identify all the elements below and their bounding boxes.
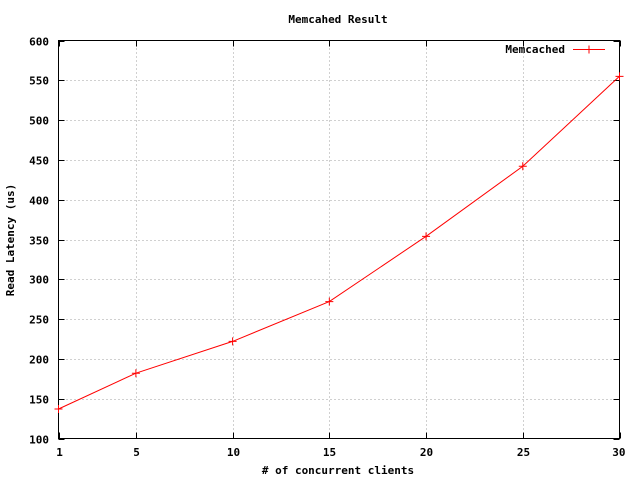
data-point bbox=[518, 162, 527, 171]
x-tick-label: 20 bbox=[420, 446, 433, 459]
legend-marker-memcached bbox=[585, 45, 593, 54]
y-tick-label: 500 bbox=[29, 115, 49, 128]
y-tick-label: 400 bbox=[29, 195, 49, 208]
y-axis-label: Read Latency (us) bbox=[4, 184, 17, 297]
grid bbox=[58, 40, 620, 439]
data-point bbox=[325, 297, 334, 306]
y-tick-label: 200 bbox=[29, 354, 49, 367]
x-tick-label: 10 bbox=[227, 446, 240, 459]
legend: Memcached bbox=[505, 43, 605, 56]
data-point bbox=[422, 232, 431, 241]
data-point bbox=[54, 405, 63, 414]
x-tick-label: 25 bbox=[517, 446, 530, 459]
data-point bbox=[615, 72, 624, 81]
x-tick-label: 15 bbox=[323, 446, 336, 459]
y-tick-label: 600 bbox=[29, 36, 49, 49]
x-axis-label: # of concurrent clients bbox=[262, 464, 414, 477]
x-tick-label: 1 bbox=[56, 446, 63, 459]
y-tick-label: 550 bbox=[29, 75, 49, 88]
axis-ticks bbox=[58, 40, 621, 440]
legend-label-memcached: Memcached bbox=[505, 43, 565, 56]
data-point bbox=[131, 369, 140, 378]
y-tick-label: 150 bbox=[29, 394, 49, 407]
y-tick-label: 300 bbox=[29, 274, 49, 287]
series-layer bbox=[54, 72, 624, 414]
y-tick-label: 100 bbox=[29, 434, 49, 447]
plot-frame bbox=[58, 40, 620, 439]
x-tick-label: 5 bbox=[133, 446, 140, 459]
y-tick-label: 250 bbox=[29, 314, 49, 327]
x-tick-label: 30 bbox=[612, 446, 625, 459]
y-tick-label: 450 bbox=[29, 155, 49, 168]
y-tick-label: 350 bbox=[29, 235, 49, 248]
chart-title: Memcahed Result bbox=[288, 13, 387, 26]
data-point bbox=[228, 337, 237, 346]
